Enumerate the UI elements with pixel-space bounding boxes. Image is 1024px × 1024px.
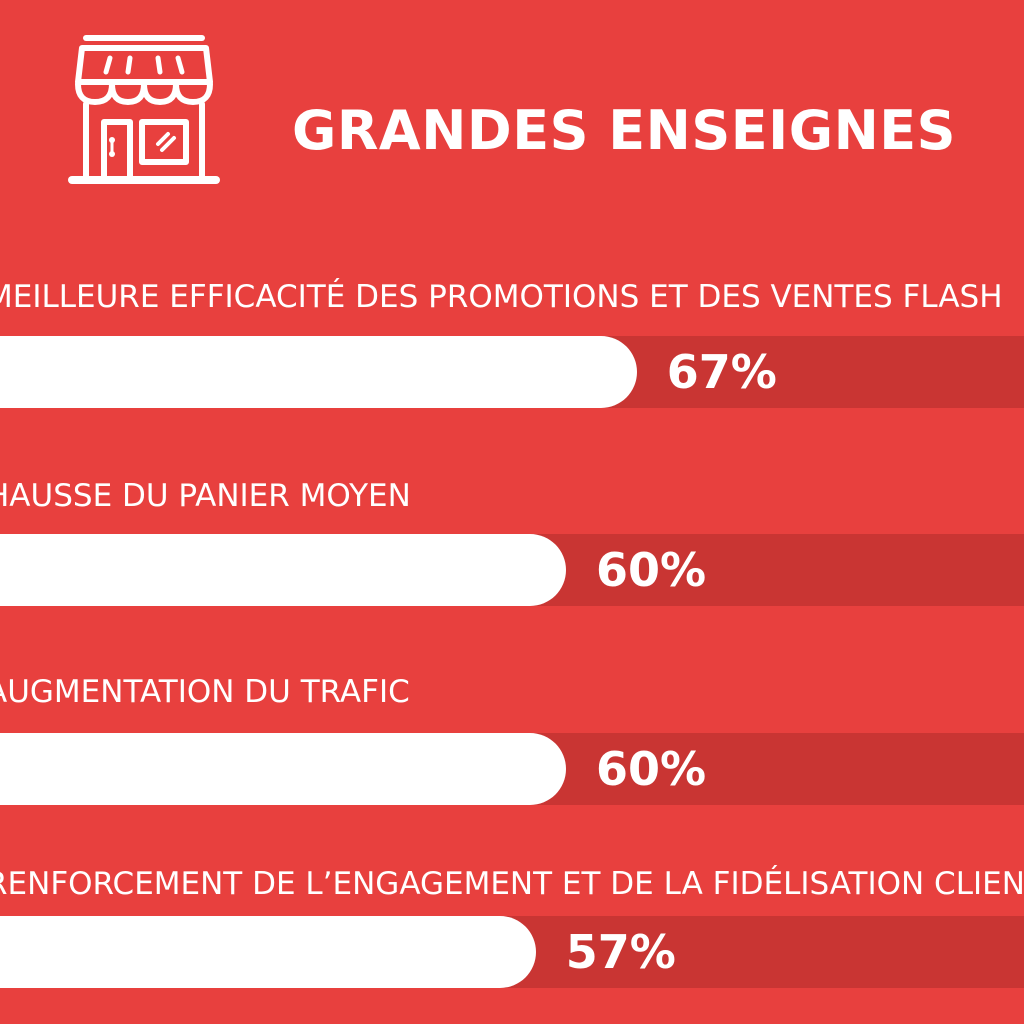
- chart-title: GRANDES ENSEIGNES: [292, 99, 957, 162]
- bar-track: 60%: [0, 733, 1024, 805]
- bar-track: 67%: [0, 336, 1024, 408]
- category-label: MEILLEURE EFFICACITÉ DES PROMOTIONS ET D…: [0, 279, 1003, 315]
- category-label: HAUSSE DU PANIER MOYEN: [0, 478, 411, 514]
- value-label: 60%: [596, 543, 707, 597]
- bar: [0, 916, 536, 988]
- bar: [0, 534, 566, 606]
- bar: [0, 733, 566, 805]
- category-label: AUGMENTATION DU TRAFIC: [0, 674, 410, 710]
- value-label: 67%: [666, 345, 777, 399]
- bar: [0, 336, 637, 408]
- bar-track: 60%: [0, 534, 1024, 606]
- store-icon: [68, 35, 220, 184]
- value-label: 60%: [596, 742, 707, 796]
- category-label: RENFORCEMENT DE L’ENGAGEMENT ET DE LA FI…: [0, 866, 1024, 902]
- value-label: 57%: [565, 925, 676, 979]
- bar-track: 57%: [0, 916, 1024, 988]
